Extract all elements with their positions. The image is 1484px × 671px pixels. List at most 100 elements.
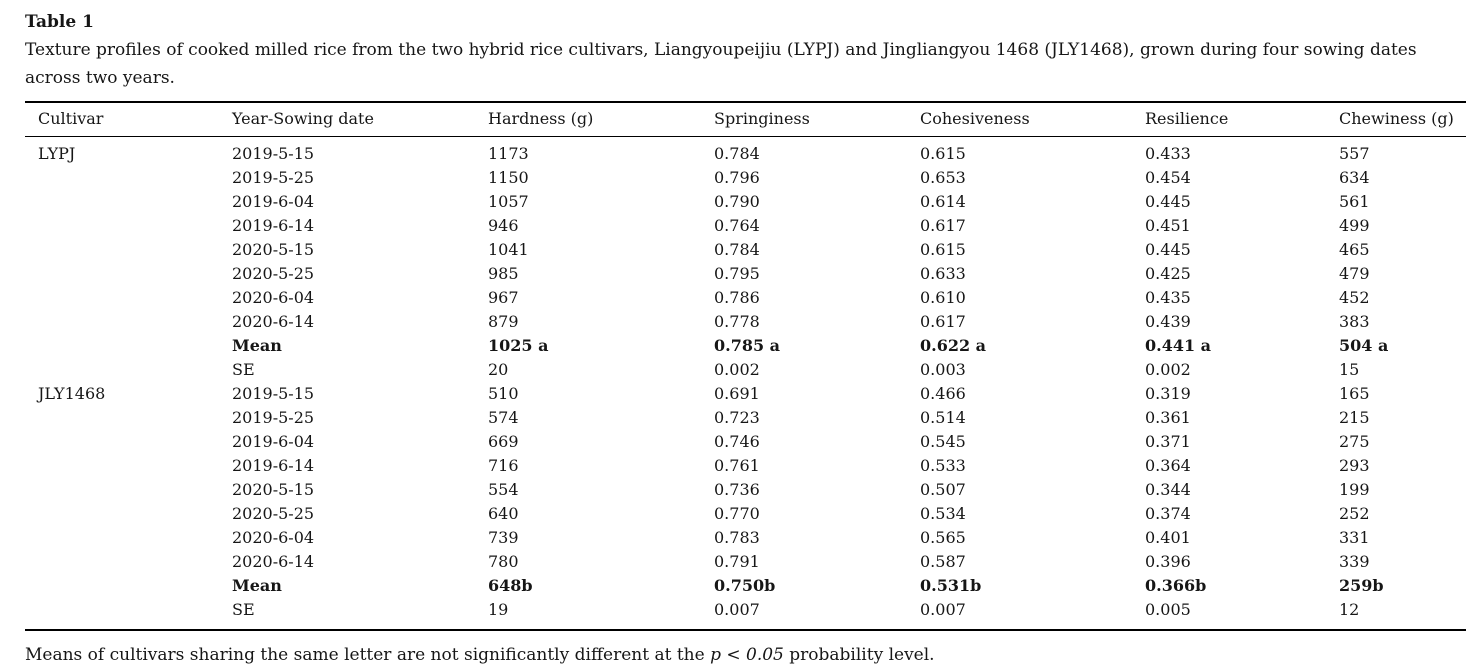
cultivar-cell	[25, 550, 232, 574]
hardness-cell: 1150	[488, 168, 529, 187]
col-header-chewiness: Chewiness (g)	[1339, 102, 1466, 137]
table-row: 2020-6-14 879 0.778 0.617 0.439 383	[25, 310, 1466, 334]
chewiness-cell: 504 a	[1339, 336, 1389, 355]
table-row: SE 20 0.002 0.003 0.002 15	[25, 358, 1466, 382]
cohesiveness-cell: 0.514	[920, 408, 966, 427]
resilience-cell: 0.441 a	[1145, 336, 1212, 355]
springiness-cell: 0.785 a	[714, 336, 781, 355]
hardness-cell: 20	[488, 360, 509, 379]
table-row: LYPJ 2019-5-15 1173 0.784 0.615 0.433 557	[25, 137, 1466, 167]
col-header-resilience: Resilience	[1145, 102, 1339, 137]
hardness-cell: 640	[488, 504, 519, 523]
chewiness-cell: 339	[1339, 552, 1370, 571]
date-cell: SE	[232, 600, 255, 619]
date-cell: 2019-5-15	[232, 144, 315, 163]
hardness-cell: 985	[488, 264, 519, 283]
table-row: SE 19 0.007 0.007 0.005 12	[25, 598, 1466, 630]
resilience-cell: 0.344	[1145, 480, 1191, 499]
date-cell: 2020-6-04	[232, 528, 315, 547]
hardness-cell: 669	[488, 432, 519, 451]
cohesiveness-cell: 0.617	[920, 312, 966, 331]
resilience-cell: 0.401	[1145, 528, 1191, 547]
springiness-cell: 0.736	[714, 480, 760, 499]
date-cell: Mean	[232, 336, 282, 355]
chewiness-cell: 383	[1339, 312, 1370, 331]
table-row: Mean 1025 a 0.785 a 0.622 a 0.441 a 504 a	[25, 334, 1466, 358]
cohesiveness-cell: 0.003	[920, 360, 966, 379]
header-row: Cultivar Year-Sowing date Hardness (g) S…	[25, 102, 1466, 137]
hardness-cell: 1173	[488, 144, 529, 163]
table-row: 2019-6-04 669 0.746 0.545 0.371 275	[25, 430, 1466, 454]
chewiness-cell: 331	[1339, 528, 1370, 547]
table-row: 2020-5-25 985 0.795 0.633 0.425 479	[25, 262, 1466, 286]
resilience-cell: 0.451	[1145, 216, 1191, 235]
date-cell: 2020-5-25	[232, 264, 315, 283]
cohesiveness-cell: 0.007	[920, 600, 966, 619]
hardness-cell: 780	[488, 552, 519, 571]
cohesiveness-cell: 0.615	[920, 240, 966, 259]
table-row: 2020-6-14 780 0.791 0.587 0.396 339	[25, 550, 1466, 574]
table-row: 2019-5-25 574 0.723 0.514 0.361 215	[25, 406, 1466, 430]
chewiness-cell: 465	[1339, 240, 1370, 259]
hardness-cell: 716	[488, 456, 519, 475]
chewiness-cell: 634	[1339, 168, 1370, 187]
springiness-cell: 0.750b	[714, 576, 776, 595]
date-cell: 2019-6-14	[232, 456, 315, 475]
chewiness-cell: 12	[1339, 600, 1360, 619]
resilience-cell: 0.002	[1145, 360, 1191, 379]
hardness-cell: 648b	[488, 576, 533, 595]
cultivar-cell	[25, 526, 232, 550]
springiness-cell: 0.790	[714, 192, 760, 211]
table-row: 2020-5-25 640 0.770 0.534 0.374 252	[25, 502, 1466, 526]
springiness-cell: 0.778	[714, 312, 760, 331]
page-title: Table 1	[25, 12, 94, 32]
cohesiveness-cell: 0.466	[920, 384, 966, 403]
footnote-suffix: probability level.	[783, 645, 935, 665]
hardness-cell: 1025 a	[488, 336, 549, 355]
texture-profile-table: Cultivar Year-Sowing date Hardness (g) S…	[25, 101, 1466, 631]
cultivar-cell	[25, 358, 232, 382]
resilience-cell: 0.454	[1145, 168, 1191, 187]
resilience-cell: 0.425	[1145, 264, 1191, 283]
hardness-cell: 1057	[488, 192, 529, 211]
cohesiveness-cell: 0.633	[920, 264, 966, 283]
col-header-year-sowing: Year-Sowing date	[232, 102, 488, 137]
cohesiveness-cell: 0.614	[920, 192, 966, 211]
hardness-cell: 1041	[488, 240, 529, 259]
chewiness-cell: 499	[1339, 216, 1370, 235]
resilience-cell: 0.361	[1145, 408, 1191, 427]
cohesiveness-cell: 0.610	[920, 288, 966, 307]
springiness-cell: 0.746	[714, 432, 760, 451]
table-body: LYPJ 2019-5-15 1173 0.784 0.615 0.433 557 2019-…	[25, 137, 1466, 631]
resilience-cell: 0.005	[1145, 600, 1191, 619]
springiness-cell: 0.723	[714, 408, 760, 427]
hardness-cell: 554	[488, 480, 519, 499]
date-cell: 2019-6-04	[232, 192, 315, 211]
resilience-cell: 0.439	[1145, 312, 1191, 331]
date-cell: 2020-6-14	[232, 312, 315, 331]
hardness-cell: 574	[488, 408, 519, 427]
resilience-cell: 0.445	[1145, 192, 1191, 211]
table-row: 2019-6-14 946 0.764 0.617 0.451 499	[25, 214, 1466, 238]
resilience-cell: 0.396	[1145, 552, 1191, 571]
resilience-cell: 0.364	[1145, 456, 1191, 475]
cohesiveness-cell: 0.565	[920, 528, 966, 547]
hardness-cell: 510	[488, 384, 519, 403]
date-cell: 2020-6-14	[232, 552, 315, 571]
table-row: 2019-5-25 1150 0.796 0.653 0.454 634	[25, 166, 1466, 190]
springiness-cell: 0.784	[714, 240, 760, 259]
cultivar-cell	[25, 190, 232, 214]
date-cell: 2020-5-25	[232, 504, 315, 523]
cohesiveness-cell: 0.533	[920, 456, 966, 475]
date-cell: 2020-5-15	[232, 480, 315, 499]
table-row: 2020-6-04 739 0.783 0.565 0.401 331	[25, 526, 1466, 550]
resilience-cell: 0.366b	[1145, 576, 1207, 595]
date-cell: Mean	[232, 576, 282, 595]
footnote-text: Means of cultivars sharing the same lett…	[25, 645, 711, 665]
cultivar-cell	[25, 574, 232, 598]
hardness-cell: 19	[488, 600, 509, 619]
col-header-springiness: Springiness	[714, 102, 920, 137]
springiness-cell: 0.002	[714, 360, 760, 379]
cultivar-cell	[25, 478, 232, 502]
